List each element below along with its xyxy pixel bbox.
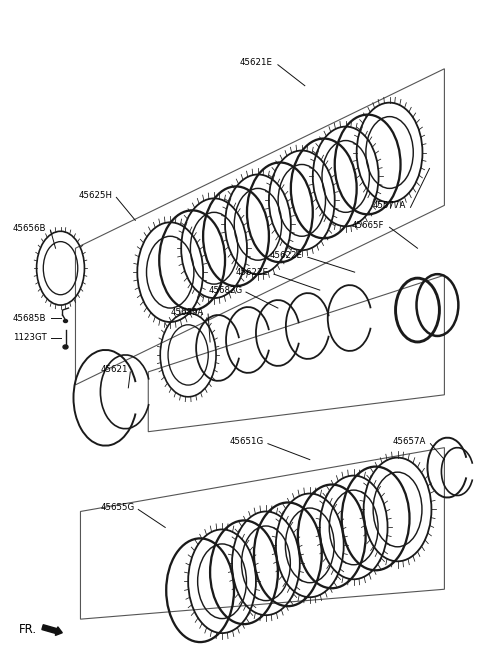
Ellipse shape <box>63 320 68 322</box>
Text: 45621E: 45621E <box>240 58 273 67</box>
Text: 45622E: 45622E <box>236 268 269 276</box>
Text: 45689A: 45689A <box>170 308 204 316</box>
Text: 1123GT: 1123GT <box>12 333 47 343</box>
Text: 45621: 45621 <box>100 365 128 375</box>
Ellipse shape <box>63 345 68 349</box>
Text: 45685B: 45685B <box>12 314 46 322</box>
Text: 45622E: 45622E <box>270 251 303 260</box>
FancyArrow shape <box>42 625 62 635</box>
Text: 45665F: 45665F <box>352 221 384 230</box>
Text: 45651G: 45651G <box>230 437 264 446</box>
Text: 45657A: 45657A <box>393 437 426 446</box>
Text: 45577A: 45577A <box>372 201 406 210</box>
Text: FR.: FR. <box>19 623 37 635</box>
Text: 45625H: 45625H <box>78 191 112 200</box>
Text: 45655G: 45655G <box>100 503 135 512</box>
Text: 45656B: 45656B <box>12 224 46 233</box>
Text: 45682G: 45682G <box>208 286 242 295</box>
